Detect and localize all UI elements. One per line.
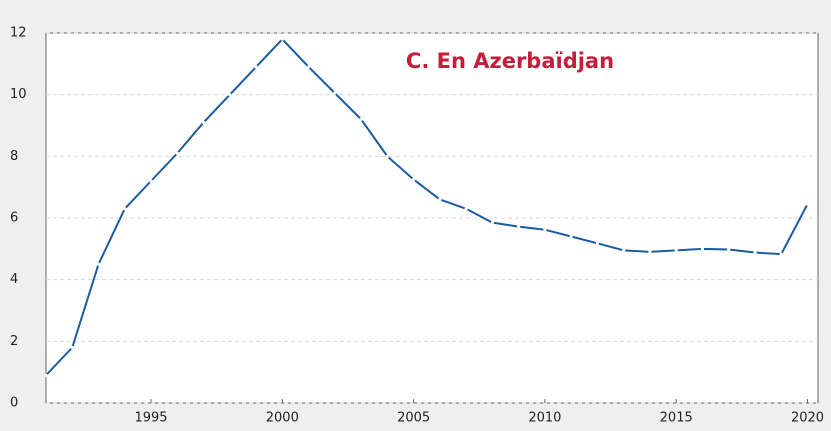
- point: [280, 37, 284, 41]
- point: [569, 234, 573, 239]
- line: [45, 37, 809, 376]
- point: [674, 248, 678, 252]
- point: [779, 252, 783, 256]
- point: [490, 221, 494, 225]
- y-tick-label: 6: [10, 211, 18, 226]
- point: [543, 228, 547, 232]
- point: [517, 225, 521, 229]
- point: [753, 250, 757, 255]
- point: [412, 177, 416, 182]
- point: [123, 207, 127, 211]
- x-tick-label: 2010: [528, 411, 561, 426]
- x-tick-label: 2005: [397, 411, 430, 426]
- x-tick-label: 2000: [266, 411, 299, 426]
- y-tick-label: 4: [10, 272, 18, 287]
- chart-title: C. En Azerbaïdjan: [406, 49, 614, 73]
- point: [96, 262, 101, 266]
- point: [648, 250, 652, 254]
- y-tick-label: 10: [10, 87, 27, 102]
- point: [438, 197, 442, 202]
- x-tick-label: 1995: [134, 411, 167, 426]
- x-tick-label: 2020: [791, 411, 824, 426]
- point: [254, 65, 258, 69]
- point: [622, 248, 626, 252]
- y-tick-label: 0: [10, 396, 18, 411]
- y-tick-label: 2: [10, 334, 18, 349]
- point: [175, 151, 179, 155]
- point: [727, 247, 731, 252]
- point: [595, 241, 600, 245]
- x-tick-label: 2015: [660, 411, 693, 426]
- point: [149, 179, 153, 183]
- point: [306, 65, 311, 69]
- point: [44, 373, 48, 377]
- point: [700, 247, 705, 251]
- point: [70, 345, 74, 350]
- point: [228, 93, 232, 97]
- point: [805, 202, 810, 206]
- point: [333, 91, 337, 95]
- point: [385, 154, 389, 158]
- point: [359, 117, 363, 121]
- y-tick-label: 8: [10, 149, 18, 164]
- point: [201, 120, 206, 125]
- y-tick-label: 12: [10, 26, 27, 41]
- point: [464, 207, 468, 211]
